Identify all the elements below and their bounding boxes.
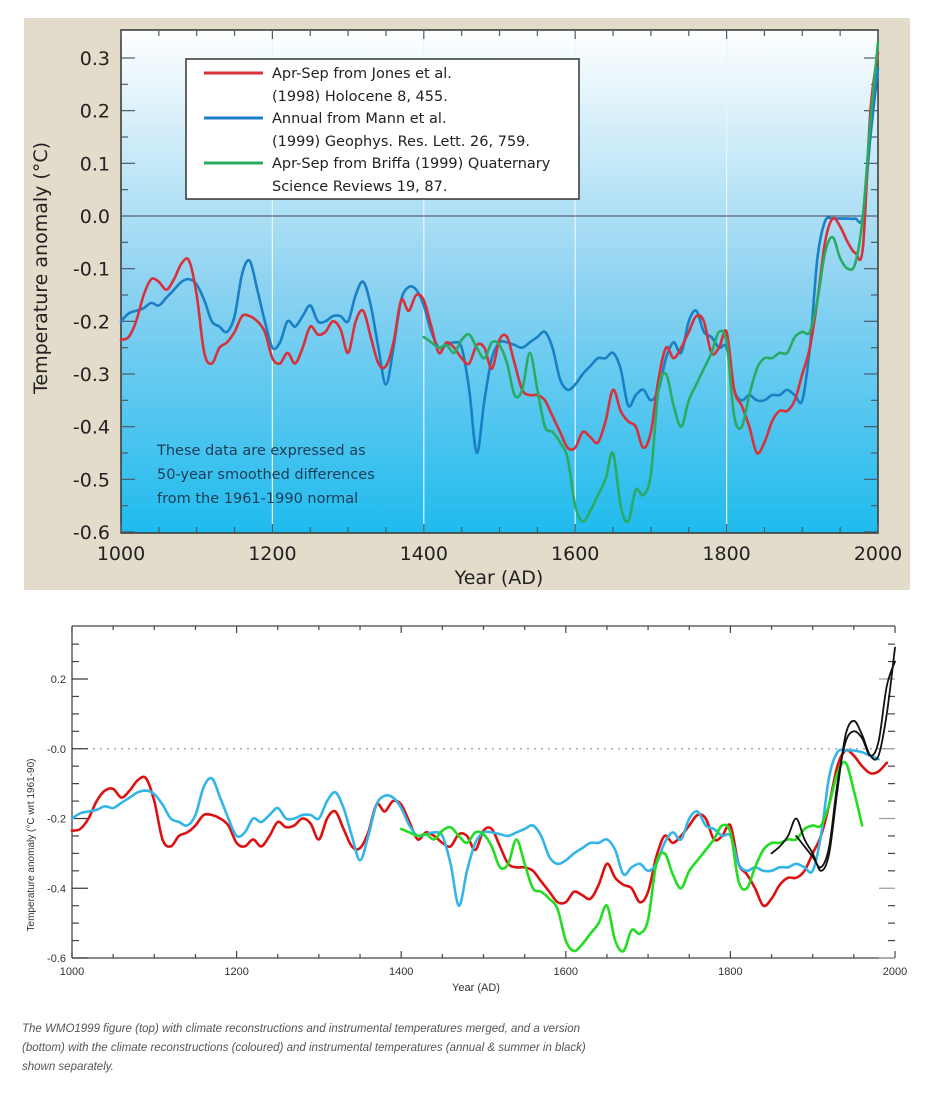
bottom-series-instrumental-annual (770, 646, 896, 872)
caption-line-3: shown separately. (22, 1061, 114, 1073)
caption-line-1: The WMO1999 figure (top) with climate re… (22, 1023, 581, 1035)
top-legend-box (185, 58, 580, 200)
top-ytick-label: 0.3 (80, 48, 110, 70)
caption-line-2: (bottom) with the climate reconstruction… (22, 1042, 586, 1054)
bottom-xtick-label: 1200 (224, 966, 248, 978)
bottom-ytick-label: -0.0 (47, 744, 66, 756)
top-xtick-label: 1800 (702, 543, 750, 565)
top-ytick-label: 0.0 (80, 206, 110, 228)
legend-label-mann-line1: Annual from Mann et al. (272, 111, 447, 127)
top-ytick-label: 0.1 (80, 153, 110, 175)
bottom-ytick-label: -0.2 (47, 814, 66, 826)
top-xtick-label: 1000 (97, 543, 145, 565)
bottom-x-axis-title: Year (AD) (452, 982, 500, 994)
bottom-ytick-label: -0.6 (47, 953, 66, 965)
top-xtick-label: 2000 (854, 543, 902, 565)
top-annotation: These data are expressed as 50-year smoo… (156, 443, 375, 507)
top-xtick-label: 1400 (400, 543, 448, 565)
bottom-xtick-label: 1400 (389, 966, 413, 978)
legend-label-mann-line2: (1999) Geophys. Res. Lett. 26, 759. (272, 134, 530, 150)
top-ytick-label: -0.5 (73, 469, 110, 491)
figure-caption: The WMO1999 figure (top) with climate re… (22, 1020, 822, 1077)
legend-label-briffa-line2: Science Reviews 19, 87. (272, 179, 447, 195)
bottom-ytick-label: -0.4 (47, 883, 66, 895)
bottom-xtick-label: 1800 (718, 966, 742, 978)
legend-label-jones-line2: (1998) Holocene 8, 455. (272, 89, 448, 105)
top-xtick-label: 1200 (248, 543, 296, 565)
bottom-chart: 0.2 -0.0 -0.2 -0.4 -0.6 1000 1200 1400 1600 1800… (26, 625, 907, 994)
bottom-xtick-label: 1000 (60, 966, 84, 978)
top-series-apr-sep-from-jones-et-al (119, 51, 880, 455)
bottom-ytick-label: 0.2 (51, 674, 66, 686)
annotation-line-1: These data are expressed as (156, 443, 366, 459)
top-chart-frame: 0.3 0.2 0.1 0.0 -0.1 -0.2 -0.3 -0.4 -0.5 -0.6 100… (24, 18, 910, 590)
legend-label-briffa-line1: Apr-Sep from Briffa (1999) Quaternary (272, 156, 551, 172)
top-ytick-label: -0.3 (73, 364, 110, 386)
top-legend: Apr-Sep from Jones et al. (1998) Holocen… (185, 58, 580, 200)
bottom-series-mann-et-al-1999-reconstruction (70, 748, 880, 908)
bottom-y-axis-title: Temperature anomaly (°C wrt 1961-90) (26, 759, 37, 932)
bottom-xtick-label: 1600 (554, 966, 578, 978)
top-ytick-label: -0.1 (73, 259, 110, 281)
top-x-axis-title: Year (AD) (454, 567, 544, 589)
top-series-apr-sep-from-briffa-1999-quaternary (422, 40, 880, 524)
bottom-series-instrumental-summer (795, 660, 896, 869)
annotation-line-2: 50-year smoothed differences (157, 467, 375, 483)
legend-label-jones-line1: Apr-Sep from Jones et al. (272, 66, 452, 82)
bottom-series-jones-et-al-1998-reconstruction (70, 748, 889, 908)
top-xtick-label: 1600 (551, 543, 599, 565)
top-ytick-label: -0.6 (73, 522, 110, 544)
top-chart: 0.3 0.2 0.1 0.0 -0.1 -0.2 -0.3 -0.4 -0.5 -0.6 100… (30, 29, 902, 589)
top-y-axis-title: Temperature anomaly (°C) (30, 142, 52, 395)
top-ytick-label: 0.2 (80, 101, 110, 123)
bottom-xtick-label: 2000 (883, 966, 907, 978)
top-ytick-label: -0.2 (73, 311, 110, 333)
annotation-line-3: from the 1961-1990 normal (157, 491, 358, 507)
top-ytick-label: -0.4 (73, 417, 110, 439)
